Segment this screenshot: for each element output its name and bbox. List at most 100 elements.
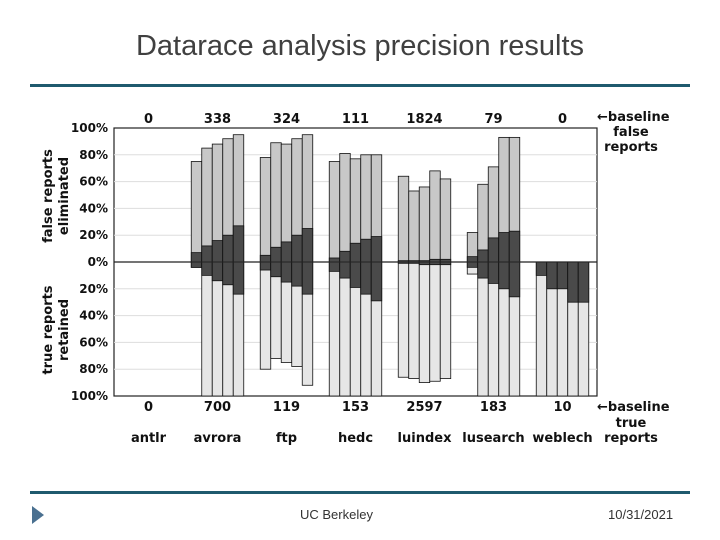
bar-true-retained-dark <box>498 261 510 290</box>
category-label: luindex <box>398 431 453 446</box>
false-report-count: 1824 <box>406 112 442 127</box>
slide-nav-arrow-icon[interactable] <box>32 506 44 524</box>
false-report-count: 79 <box>484 112 502 127</box>
bar-true-retained-dark <box>370 261 383 302</box>
baseline-label-top: false <box>613 125 649 140</box>
true-report-count: 10 <box>553 400 571 415</box>
bar-true-retained-dark <box>567 261 579 303</box>
y-axis-title-top: false reports <box>41 149 56 243</box>
y-tick-label: 60% <box>79 175 108 189</box>
y-tick-label: 20% <box>79 282 108 296</box>
true-report-count: 119 <box>273 400 300 415</box>
y-axis-title-top: eliminated <box>57 157 72 235</box>
category-label: antlr <box>131 431 167 446</box>
false-report-count: 0 <box>144 112 153 127</box>
bar-false-eliminated-dark <box>301 228 314 263</box>
footer-date: 10/31/2021 <box>608 507 674 522</box>
bar-true-retained-dark <box>301 261 314 295</box>
bar-false-eliminated-dark <box>360 238 372 263</box>
bar-true-retained-dark <box>466 261 479 268</box>
bar-false-eliminated-dark <box>477 249 489 263</box>
footer-organization: UC Berkeley <box>300 507 373 522</box>
bar-false-eliminated-dark <box>339 250 351 263</box>
bar-true-retained <box>259 261 272 370</box>
bar-true-retained-dark <box>232 261 245 295</box>
top-rule <box>30 84 690 87</box>
bar-true-retained <box>429 261 441 382</box>
y-tick-label: 60% <box>79 335 108 349</box>
bar-true-retained <box>477 261 489 397</box>
bar-false-eliminated-dark <box>222 234 234 263</box>
false-report-count: 324 <box>273 112 300 127</box>
y-tick-label: 0% <box>88 255 108 269</box>
bar-true-retained <box>328 261 341 397</box>
true-report-count: 153 <box>342 400 369 415</box>
y-tick-label: 80% <box>79 362 108 376</box>
true-report-count: 0 <box>144 400 153 415</box>
baseline-label-top: ←baseline <box>597 110 670 125</box>
bar-false-eliminated-dark <box>280 241 293 263</box>
bar-true-retained-dark <box>360 261 372 295</box>
bar-false-eliminated-dark <box>232 225 245 263</box>
bar-true-retained-dark <box>201 261 213 276</box>
baseline-label-bottom: reports <box>604 431 658 446</box>
true-report-count: 183 <box>480 400 507 415</box>
bar-true-retained-dark <box>280 261 293 283</box>
bar-false-eliminated-dark <box>270 246 282 263</box>
y-axis-title-bottom: true reports <box>41 285 56 374</box>
bar-false-eliminated <box>339 153 351 263</box>
baseline-label-bottom: ←baseline <box>597 400 670 415</box>
bar-false-eliminated-dark <box>291 234 303 263</box>
bar-true-retained-dark <box>270 261 282 278</box>
bar-true-retained <box>339 261 351 397</box>
category-label: lusearch <box>462 431 524 446</box>
bar-false-eliminated <box>397 175 410 263</box>
bar-true-retained-dark <box>487 261 500 284</box>
bar-true-retained-dark <box>546 261 558 290</box>
true-report-count: 700 <box>204 400 231 415</box>
category-label: avrora <box>194 431 242 446</box>
bar-false-eliminated-dark <box>508 230 521 263</box>
true-report-count: 2597 <box>406 400 442 415</box>
bar-false-eliminated-dark <box>498 232 510 263</box>
bar-false-eliminated-dark <box>259 254 272 263</box>
baseline-label-bottom: true <box>616 416 647 431</box>
y-tick-label: 100% <box>71 389 108 403</box>
bar-true-retained-dark <box>556 261 569 290</box>
false-report-count: 0 <box>558 112 567 127</box>
bar-false-eliminated-dark <box>190 252 203 263</box>
y-axis-title-bottom: retained <box>57 299 72 361</box>
bar-true-retained-dark <box>190 261 203 268</box>
bar-true-retained <box>408 261 420 379</box>
bar-true-retained-dark <box>508 261 521 298</box>
bar-true-retained <box>201 261 213 397</box>
bar-false-eliminated <box>259 157 272 263</box>
bar-true-retained <box>397 261 410 378</box>
bar-true-retained-dark <box>259 261 272 271</box>
bar-true-retained-dark <box>328 261 341 272</box>
bar-true-retained-dark <box>222 261 234 286</box>
false-report-count: 111 <box>342 112 369 127</box>
category-label: hedc <box>338 431 373 446</box>
bar-false-eliminated-dark <box>349 242 362 263</box>
bar-false-eliminated <box>201 147 213 263</box>
bar-false-eliminated <box>429 170 441 263</box>
y-tick-label: 100% <box>71 121 108 135</box>
baseline-label-top: reports <box>604 140 658 155</box>
bar-false-eliminated <box>439 178 452 263</box>
bar-true-retained-dark <box>291 261 303 287</box>
bar-true-retained <box>211 261 224 397</box>
bar-true-retained <box>439 261 452 379</box>
bar-false-eliminated <box>190 161 203 263</box>
bar-false-eliminated-dark <box>466 256 479 263</box>
bar-true-retained-dark <box>339 261 351 279</box>
bar-false-eliminated-dark <box>370 236 383 263</box>
bar-true-retained-dark <box>577 261 590 303</box>
bar-true-retained <box>535 261 548 397</box>
bar-false-eliminated-dark <box>211 240 224 263</box>
bar-true-retained <box>418 261 431 383</box>
bar-false-eliminated <box>270 142 282 263</box>
y-tick-label: 40% <box>79 201 108 215</box>
category-label: ftp <box>276 431 297 446</box>
